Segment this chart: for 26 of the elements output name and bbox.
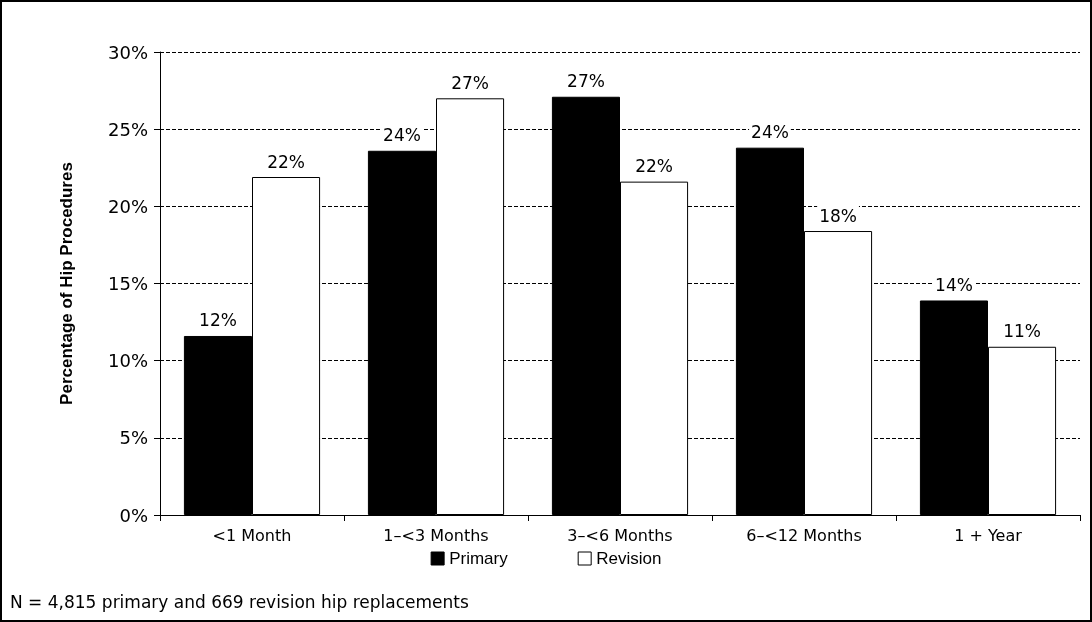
data-label: 22% xyxy=(267,151,305,172)
y-tick-label: 5% xyxy=(119,427,148,449)
data-label: 27% xyxy=(567,71,605,92)
x-tick-label: 3–<6 Months xyxy=(567,525,673,545)
y-tick-label: 0% xyxy=(119,504,148,526)
data-label: 27% xyxy=(451,72,489,93)
data-label: 12% xyxy=(199,310,237,331)
y-axis-title: Percentage of Hip Procedures xyxy=(57,162,76,405)
y-tick-label: 15% xyxy=(107,273,148,294)
legend-label: Primary xyxy=(449,549,509,568)
y-tick-label: 30% xyxy=(107,41,148,63)
legend-label: Revision xyxy=(596,549,662,568)
data-label: 24% xyxy=(383,125,421,146)
x-tick-label: 6–<12 Months xyxy=(746,525,862,545)
x-tick-label: 1 + Year xyxy=(954,525,1023,545)
data-label: 22% xyxy=(635,156,673,177)
x-tick-label: 1–<3 Months xyxy=(383,525,489,545)
text: N = 4,815 primary and 669 revision hip replacements xyxy=(10,591,469,612)
y-tick-label: 10% xyxy=(107,350,148,372)
data-label: 18% xyxy=(819,205,857,226)
data-label: 24% xyxy=(751,122,789,143)
data-label: 14% xyxy=(935,274,973,295)
data-label: 11% xyxy=(1003,321,1041,342)
y-tick-label: 20% xyxy=(107,195,148,217)
y-tick-label: 25% xyxy=(107,118,148,140)
x-tick-label: <1 Month xyxy=(212,525,292,545)
